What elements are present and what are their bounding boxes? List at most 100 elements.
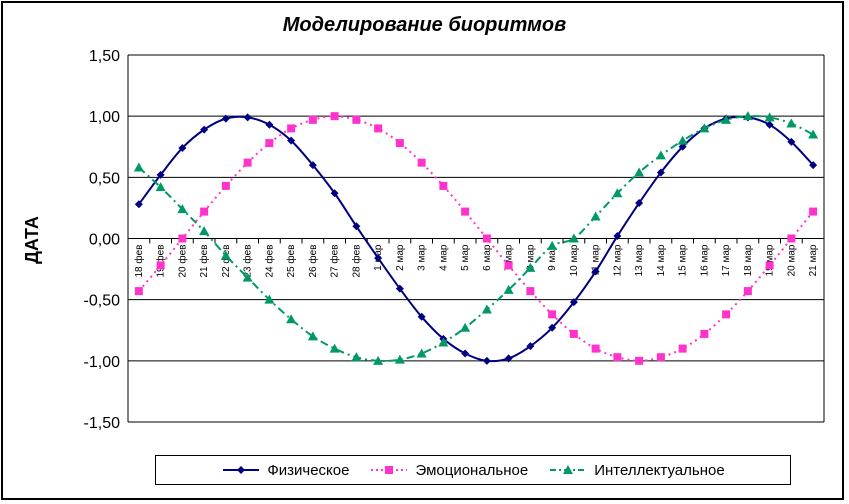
data-point	[569, 298, 578, 307]
data-point	[287, 136, 296, 145]
data-point	[548, 310, 557, 319]
data-point	[765, 261, 774, 270]
x-tick-label: 2 мар	[395, 244, 406, 271]
chart-legend: Физическое Эмоциональное Интеллектуально…	[155, 455, 791, 485]
data-point	[220, 250, 231, 260]
x-tick-label: 20 фев	[176, 245, 188, 278]
data-point	[678, 142, 687, 151]
x-tick-label: 21 фев	[198, 245, 210, 278]
x-tick-label: 23 фев	[242, 245, 254, 278]
legend-item-emotional: Эмоциональное	[369, 462, 528, 479]
x-tick-label: 14 мар	[656, 244, 667, 276]
y-tick-label: -1,50	[84, 415, 121, 432]
data-point	[329, 343, 340, 353]
data-point	[242, 272, 253, 282]
data-point	[438, 337, 449, 347]
data-point	[700, 329, 709, 338]
data-point	[133, 162, 144, 172]
y-tick-label: 1,50	[89, 48, 120, 65]
data-point	[613, 353, 622, 362]
data-point	[352, 222, 361, 231]
data-point	[265, 120, 274, 129]
data-point	[416, 348, 427, 358]
data-point	[656, 168, 665, 177]
data-point	[417, 158, 426, 167]
x-tick-label: 9 мар	[547, 244, 558, 271]
data-point	[590, 211, 601, 221]
data-point	[374, 124, 383, 133]
x-tick-label: 25 фев	[285, 245, 297, 278]
data-point	[482, 356, 491, 365]
x-tick-label: 21 мар	[808, 244, 819, 276]
data-point	[526, 342, 535, 351]
x-tick-label: 18 мар	[743, 244, 754, 276]
data-point	[613, 232, 622, 241]
x-tick-label: 12 мар	[612, 244, 623, 276]
data-point	[134, 287, 143, 296]
x-tick-label: 24 фев	[263, 245, 275, 278]
data-point	[526, 287, 535, 296]
data-point	[787, 137, 796, 146]
x-tick-label: 7 мар	[504, 244, 515, 271]
y-tick-label: 0,00	[89, 232, 120, 249]
chart-title: Моделирование биоритмов	[282, 14, 567, 36]
data-point	[591, 344, 600, 353]
data-point	[612, 188, 623, 198]
data-point	[504, 354, 513, 363]
data-point	[786, 118, 797, 128]
data-point	[547, 240, 558, 250]
legend-swatch-emotional	[371, 466, 408, 474]
y-tick-label: -0,50	[84, 293, 121, 310]
data-point	[677, 135, 688, 145]
x-tick-label: 19 фев	[155, 245, 167, 278]
data-point	[591, 267, 600, 276]
data-point	[177, 204, 188, 214]
data-point	[221, 114, 230, 123]
x-tick-label: 3 мар	[417, 244, 428, 271]
data-point	[265, 139, 274, 148]
data-point	[352, 115, 361, 124]
x-tick-label: 11 мар	[591, 244, 602, 276]
data-point	[287, 124, 296, 133]
data-point	[308, 161, 317, 170]
x-tick-label: 10 мар	[569, 244, 580, 276]
data-point	[808, 129, 819, 139]
data-point	[787, 234, 796, 243]
x-tick-label: 6 мар	[482, 244, 493, 271]
x-tick-label: 15 мар	[678, 244, 689, 276]
data-point	[417, 312, 426, 321]
legend-label-emotional: Эмоциональное	[415, 461, 529, 479]
data-point	[243, 158, 252, 167]
x-tick-label: 13 мар	[634, 244, 645, 276]
data-point	[699, 123, 710, 133]
data-point	[374, 254, 383, 263]
data-point	[351, 352, 362, 362]
y-tick-label: 0,50	[89, 170, 120, 187]
legend-item-intellectual: Интеллектуальное	[548, 462, 725, 479]
legend-label-physical: Физическое	[267, 461, 350, 479]
data-point	[656, 353, 665, 362]
x-tick-label: 28 фев	[350, 245, 362, 278]
data-point	[243, 113, 252, 122]
x-tick-label: 4 мар	[438, 244, 449, 271]
data-point	[221, 181, 230, 190]
data-point	[199, 226, 210, 236]
data-point	[439, 181, 448, 190]
data-point	[330, 112, 339, 121]
data-point	[482, 234, 491, 243]
data-point	[200, 125, 209, 134]
x-tick-label: 22 фев	[220, 245, 232, 278]
data-point	[503, 284, 514, 294]
y-tick-label: 1,00	[89, 109, 120, 126]
x-tick-label: 19 мар	[765, 244, 776, 276]
data-point	[461, 207, 470, 216]
data-point	[156, 170, 165, 179]
data-point	[460, 322, 471, 332]
data-point	[722, 310, 731, 319]
legend-swatch-physical	[223, 466, 260, 474]
data-point	[394, 354, 405, 364]
x-tick-label: 17 мар	[721, 244, 732, 276]
x-tick-label: 16 мар	[699, 244, 710, 276]
